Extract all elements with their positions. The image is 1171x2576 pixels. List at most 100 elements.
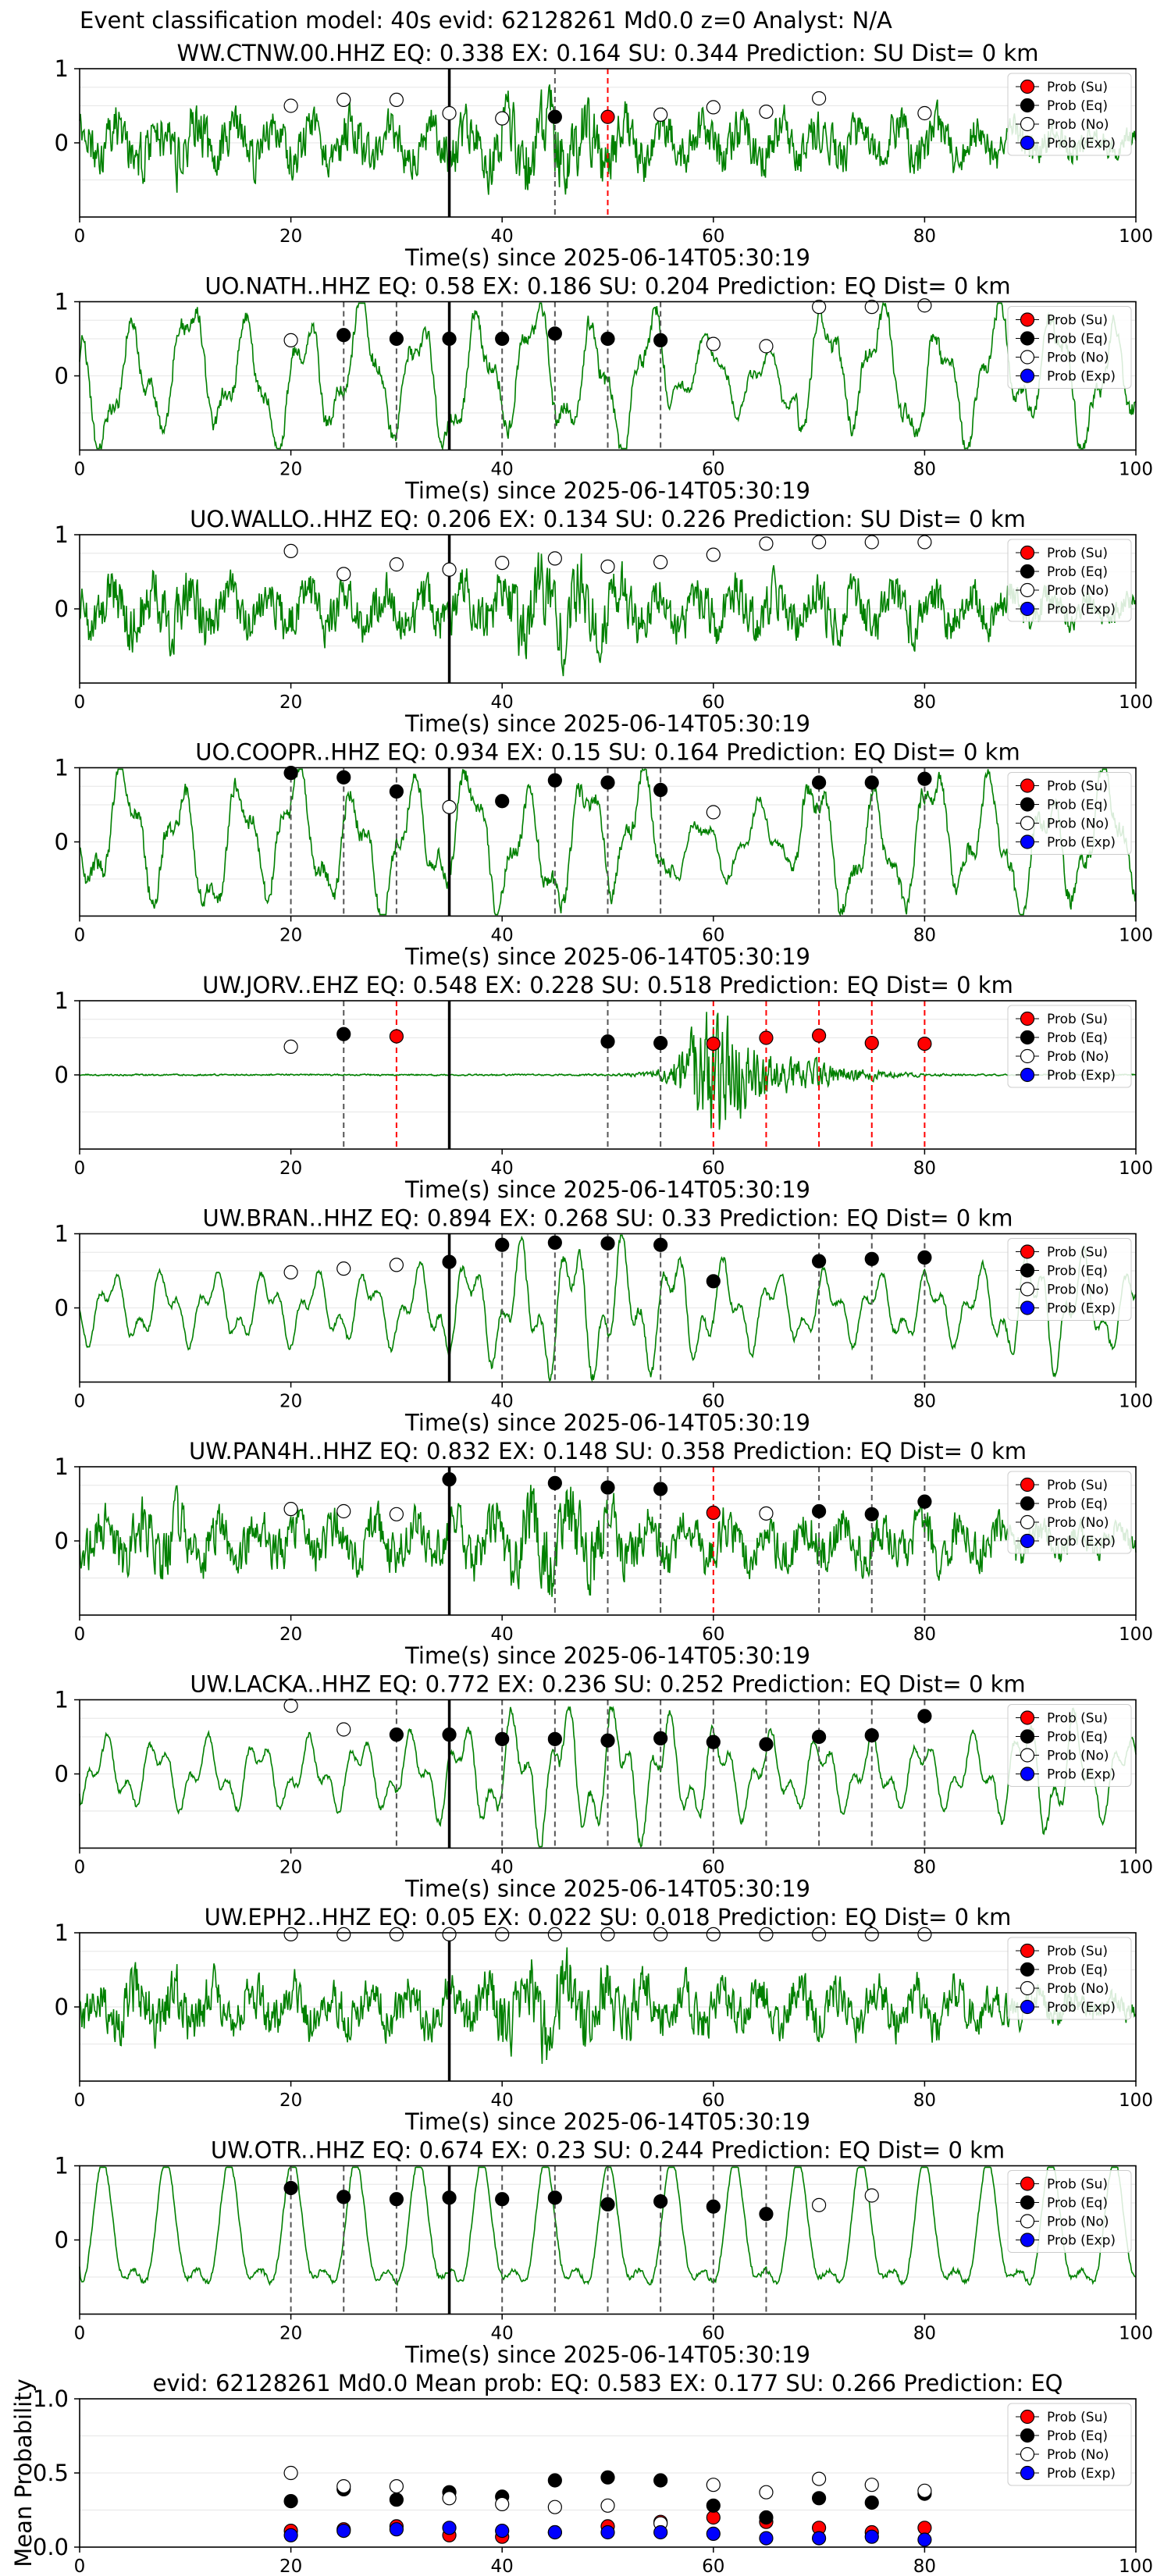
legend-marker-su [1020,1943,1035,1959]
prob-point-eq-11 [917,771,932,786]
legend-label-no: Prob (No) [1047,1049,1109,1065]
prob-point-eq-9 [811,775,827,790]
mean-point-exp-6 [600,2524,615,2540]
legend-label-su: Prob (Su) [1047,1012,1108,1027]
panel-title: evid: 62128261 Md0.0 Mean prob: EQ: 0.58… [153,2370,1063,2396]
legend-marker-exp [1020,368,1035,383]
legend-marker-eq [1020,1962,1035,1977]
prob-point-no-1 [336,1927,351,1941]
legend-marker-exp [1020,1300,1035,1315]
prob-point-eq-5 [547,773,562,788]
x-tick-label: 40 [491,2324,514,2344]
x-tick-label: 100 [1119,460,1153,480]
waveform-trace [79,1012,1137,1130]
mean-point-no-6 [600,2498,615,2513]
legend-label-eq: Prob (Eq) [1047,1264,1108,1279]
mean-point-no-5 [547,2500,562,2514]
mean-point-no-8 [706,2478,721,2492]
prob-point-eq-7 [653,2194,668,2209]
prob-point-eq-10 [864,775,879,790]
legend-marker-su [1020,1011,1035,1026]
panel-2: UO.NATH..HHZ EQ: 0.58 EX: 0.186 SU: 0.20… [55,273,1153,504]
waveform-trace [79,1947,1137,2064]
prob-point-eq-1 [336,2190,351,2204]
legend-label-no: Prob (No) [1047,1283,1109,1298]
mean-point-exp-0 [283,2528,298,2542]
prob-point-su-5 [706,1036,721,1051]
x-tick-label: 60 [702,226,724,247]
mean-point-eq-2 [389,2492,404,2507]
y-tick-label: 1 [55,1453,69,1480]
prob-point-no-5 [547,551,562,566]
panel-6: UW.BRAN..HHZ EQ: 0.894 EX: 0.268 SU: 0.3… [55,1205,1153,1436]
legend-label-eq: Prob (Eq) [1047,332,1108,347]
x-tick-label: 60 [702,2090,724,2111]
legend-marker-no [1020,582,1035,598]
legend-label-exp: Prob (Exp) [1047,602,1116,617]
prob-point-eq-6 [600,1733,615,1748]
legend-label-exp: Prob (Exp) [1047,369,1116,385]
prob-point-no-0 [283,1265,298,1280]
legend-box [1007,73,1132,156]
prob-point-no-0 [283,1039,298,1055]
legend-label-su: Prob (Su) [1047,546,1108,561]
legend-marker-su [1020,2176,1035,2191]
panel-7: UW.PAN4H..HHZ EQ: 0.832 EX: 0.148 SU: 0.… [55,1438,1153,1669]
y-tick-label: 1 [55,55,69,82]
prob-point-eq-7 [653,1237,668,1252]
panel-title: UW.OTR..HHZ EQ: 0.674 EX: 0.23 SU: 0.244… [211,2137,1005,2164]
prob-point-eq-0 [283,2180,298,2196]
x-tick-label: 20 [279,226,302,247]
x-tick-label: 20 [279,2556,302,2576]
prob-point-eq-5 [547,1731,562,1746]
legend-marker-su [1020,545,1035,560]
prob-point-eq-10 [864,1251,879,1266]
mean-point-eq-6 [600,2470,615,2485]
x-tick-label: 40 [491,460,514,480]
x-tick-label: 60 [702,460,724,480]
panel-title: UO.WALLO..HHZ EQ: 0.206 EX: 0.134 SU: 0.… [190,506,1026,532]
prob-point-su-9 [917,1036,932,1051]
x-tick-label: 40 [491,1858,514,1878]
prob-point-eq-10 [864,1507,879,1521]
prob-point-no-8 [706,547,721,562]
legend-label-no: Prob (No) [1047,1749,1109,1764]
legend-box [1007,1704,1132,1787]
mean-point-exp-11 [864,2529,879,2544]
prob-point-eq-6 [600,1236,615,1251]
mean-point-no-11 [864,2478,879,2492]
mean-point-exp-9 [759,2531,774,2546]
mean-point-eq-8 [706,2498,721,2513]
legend-label-eq: Prob (Eq) [1047,1962,1108,1978]
y-tick-label: 0 [55,2227,69,2254]
legend-label-eq: Prob (Eq) [1047,798,1108,813]
legend-label-no: Prob (No) [1047,350,1109,366]
prob-point-eq-9 [811,1503,827,1519]
legend-marker-no [1020,1748,1035,1763]
panel-1: WW.CTNW.00.HHZ EQ: 0.338 EX: 0.164 SU: 0… [55,40,1153,271]
mean-point-no-0 [283,2465,298,2481]
x-axis-label: Time(s) since 2025-06-14T05:30:19 [404,1642,810,1669]
legend-marker-eq [1020,2428,1035,2443]
x-tick-label: 80 [913,1158,936,1179]
prob-point-no-10 [811,1927,827,1941]
mean-point-eq-10 [811,2491,827,2506]
prob-point-su-6 [759,1030,774,1045]
legend-label-eq: Prob (Eq) [1047,1030,1108,1046]
legend-label-no: Prob (No) [1047,1515,1109,1531]
prob-point-eq-3 [442,1727,457,1742]
mean-point-no-10 [811,2471,827,2486]
legend-label-no: Prob (No) [1047,2447,1109,2463]
legend-box [1007,306,1132,389]
x-tick-label: 100 [1119,2090,1153,2111]
prob-point-no-0 [283,98,298,113]
legend-box [1007,772,1132,855]
prob-point-eq-3 [600,1034,615,1049]
prob-point-no-0 [283,1502,298,1517]
prob-point-no-8 [706,1927,721,1941]
prob-point-eq-3 [442,1472,457,1487]
x-tick-label: 60 [702,1624,724,1645]
waveform-trace [79,1485,1137,1597]
prob-point-no-8 [706,336,721,351]
legend-marker-su [1020,1244,1035,1259]
